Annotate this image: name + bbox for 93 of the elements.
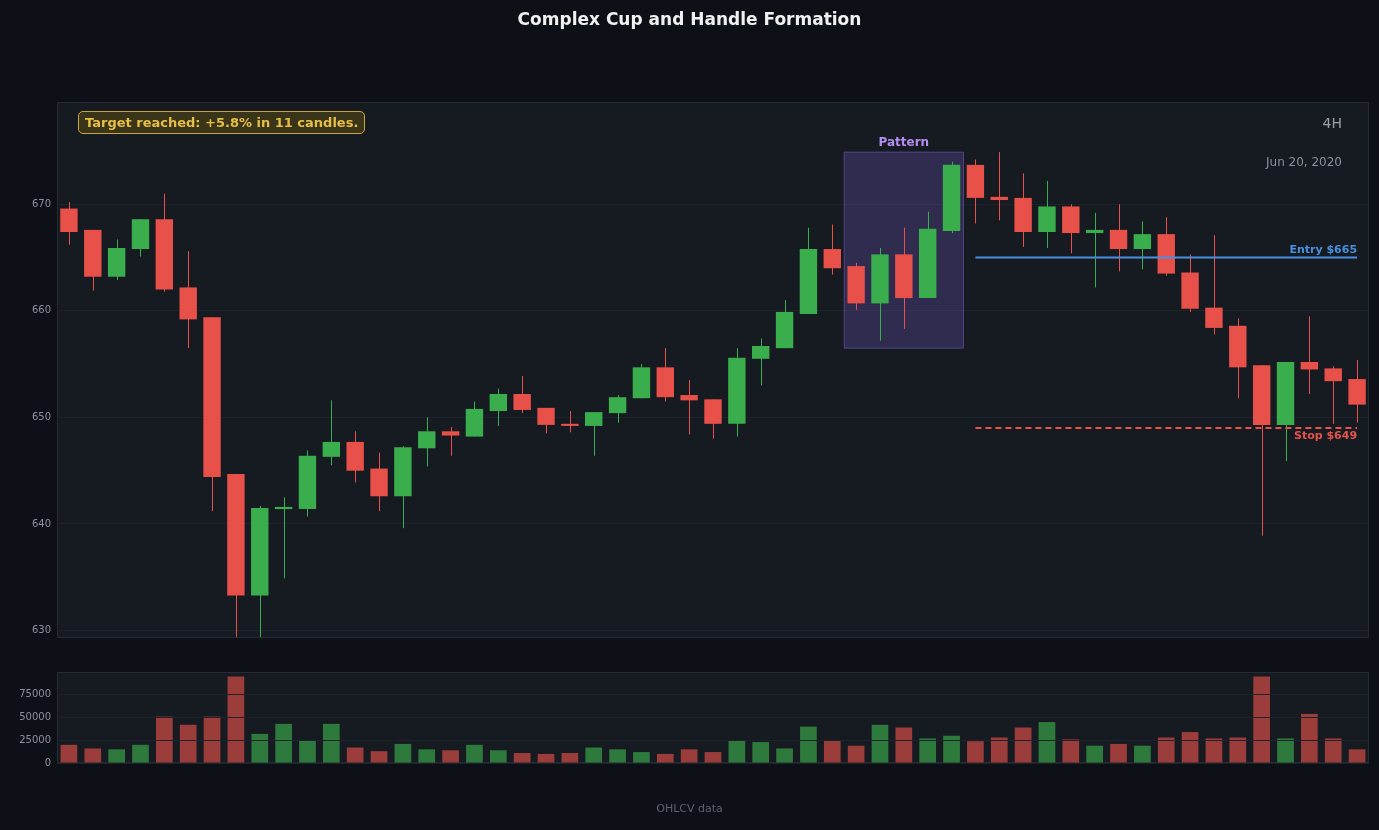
chart-title: Complex Cup and Handle Formation (516, 9, 863, 29)
bar (370, 751, 388, 763)
bar (633, 752, 650, 763)
bar (895, 727, 913, 763)
candlestick (1205, 234, 1223, 335)
bar (299, 740, 316, 763)
candlestick (1324, 365, 1342, 425)
bar (752, 742, 770, 763)
bar (561, 752, 579, 763)
candlestick (585, 411, 603, 457)
candlestick (1109, 203, 1128, 272)
candlestick (823, 224, 841, 276)
band-label: Pattern (878, 135, 930, 150)
bar (251, 733, 269, 763)
y-tick-label: 25000 (19, 733, 51, 745)
bar (537, 753, 555, 763)
bar (704, 752, 722, 763)
candlestick (1133, 220, 1152, 270)
bar (418, 749, 436, 763)
bar (1348, 749, 1366, 763)
candlestick (608, 394, 627, 424)
y-tick-label: 50000 (19, 711, 51, 723)
candlestick (274, 496, 293, 579)
candlestick (680, 379, 698, 435)
y-tick-label: 630 (31, 624, 51, 636)
bar (156, 716, 173, 763)
bar (800, 726, 817, 763)
bar (919, 738, 937, 763)
bar (1324, 738, 1342, 763)
bar (1038, 722, 1056, 763)
y-tick-label: 75000 (19, 688, 51, 700)
candlestick (752, 338, 770, 386)
bar (656, 753, 674, 763)
candlestick (322, 399, 341, 466)
bar (1157, 737, 1175, 763)
bar (1277, 738, 1294, 763)
candlestick (561, 410, 579, 433)
candlestick (1300, 315, 1319, 395)
text: OHLCV data (655, 802, 724, 815)
y-tick-label: 670 (31, 197, 51, 209)
bar (1014, 727, 1032, 763)
bar (84, 748, 102, 763)
annotation: 4H (1322, 115, 1342, 131)
bar (1253, 676, 1270, 763)
bar (1086, 745, 1104, 763)
bar (680, 749, 698, 763)
bar (322, 723, 340, 763)
bar (585, 747, 603, 763)
bar (132, 744, 149, 763)
y-tick-label: 660 (31, 304, 51, 316)
annotation: Jun 20, 2020 (1265, 155, 1342, 169)
bar (1134, 745, 1151, 763)
bar (466, 744, 483, 763)
bar (609, 749, 626, 763)
candlestick (60, 201, 78, 246)
annotation: Target reached: +5.8% in 11 candles. (78, 111, 366, 134)
bar (990, 737, 1008, 763)
bar (967, 741, 984, 763)
bar (1110, 743, 1127, 763)
bar (1301, 713, 1318, 763)
candlestick (990, 151, 1008, 221)
bar (1229, 737, 1247, 763)
candlestick (441, 426, 460, 457)
candlestick (513, 375, 531, 414)
bar (179, 724, 197, 763)
bar (394, 743, 412, 763)
bar (1062, 739, 1080, 763)
bar (943, 735, 960, 763)
candlestick (489, 388, 508, 427)
bar (108, 749, 125, 763)
bar (489, 750, 507, 763)
y-tick-label: 650 (31, 411, 51, 423)
bar (346, 747, 364, 763)
bar (871, 724, 889, 763)
bar (728, 740, 746, 763)
bar (442, 750, 459, 763)
ref-line-label: Stop $649 (1294, 429, 1358, 443)
bar (227, 676, 245, 763)
bar (1205, 738, 1223, 763)
bar (823, 740, 841, 763)
bar (203, 716, 221, 763)
y-tick-label: 0 (44, 756, 51, 768)
candlestick (1085, 212, 1104, 288)
candlestick (418, 416, 436, 467)
ref-line-label: Entry $665 (1289, 242, 1358, 256)
bar (275, 723, 292, 763)
bar (1181, 732, 1199, 763)
candlestick (537, 407, 555, 434)
bar (513, 752, 531, 763)
bar (776, 748, 793, 763)
y-tick-label: 640 (31, 517, 51, 529)
bar (847, 745, 865, 763)
bar (60, 744, 78, 763)
